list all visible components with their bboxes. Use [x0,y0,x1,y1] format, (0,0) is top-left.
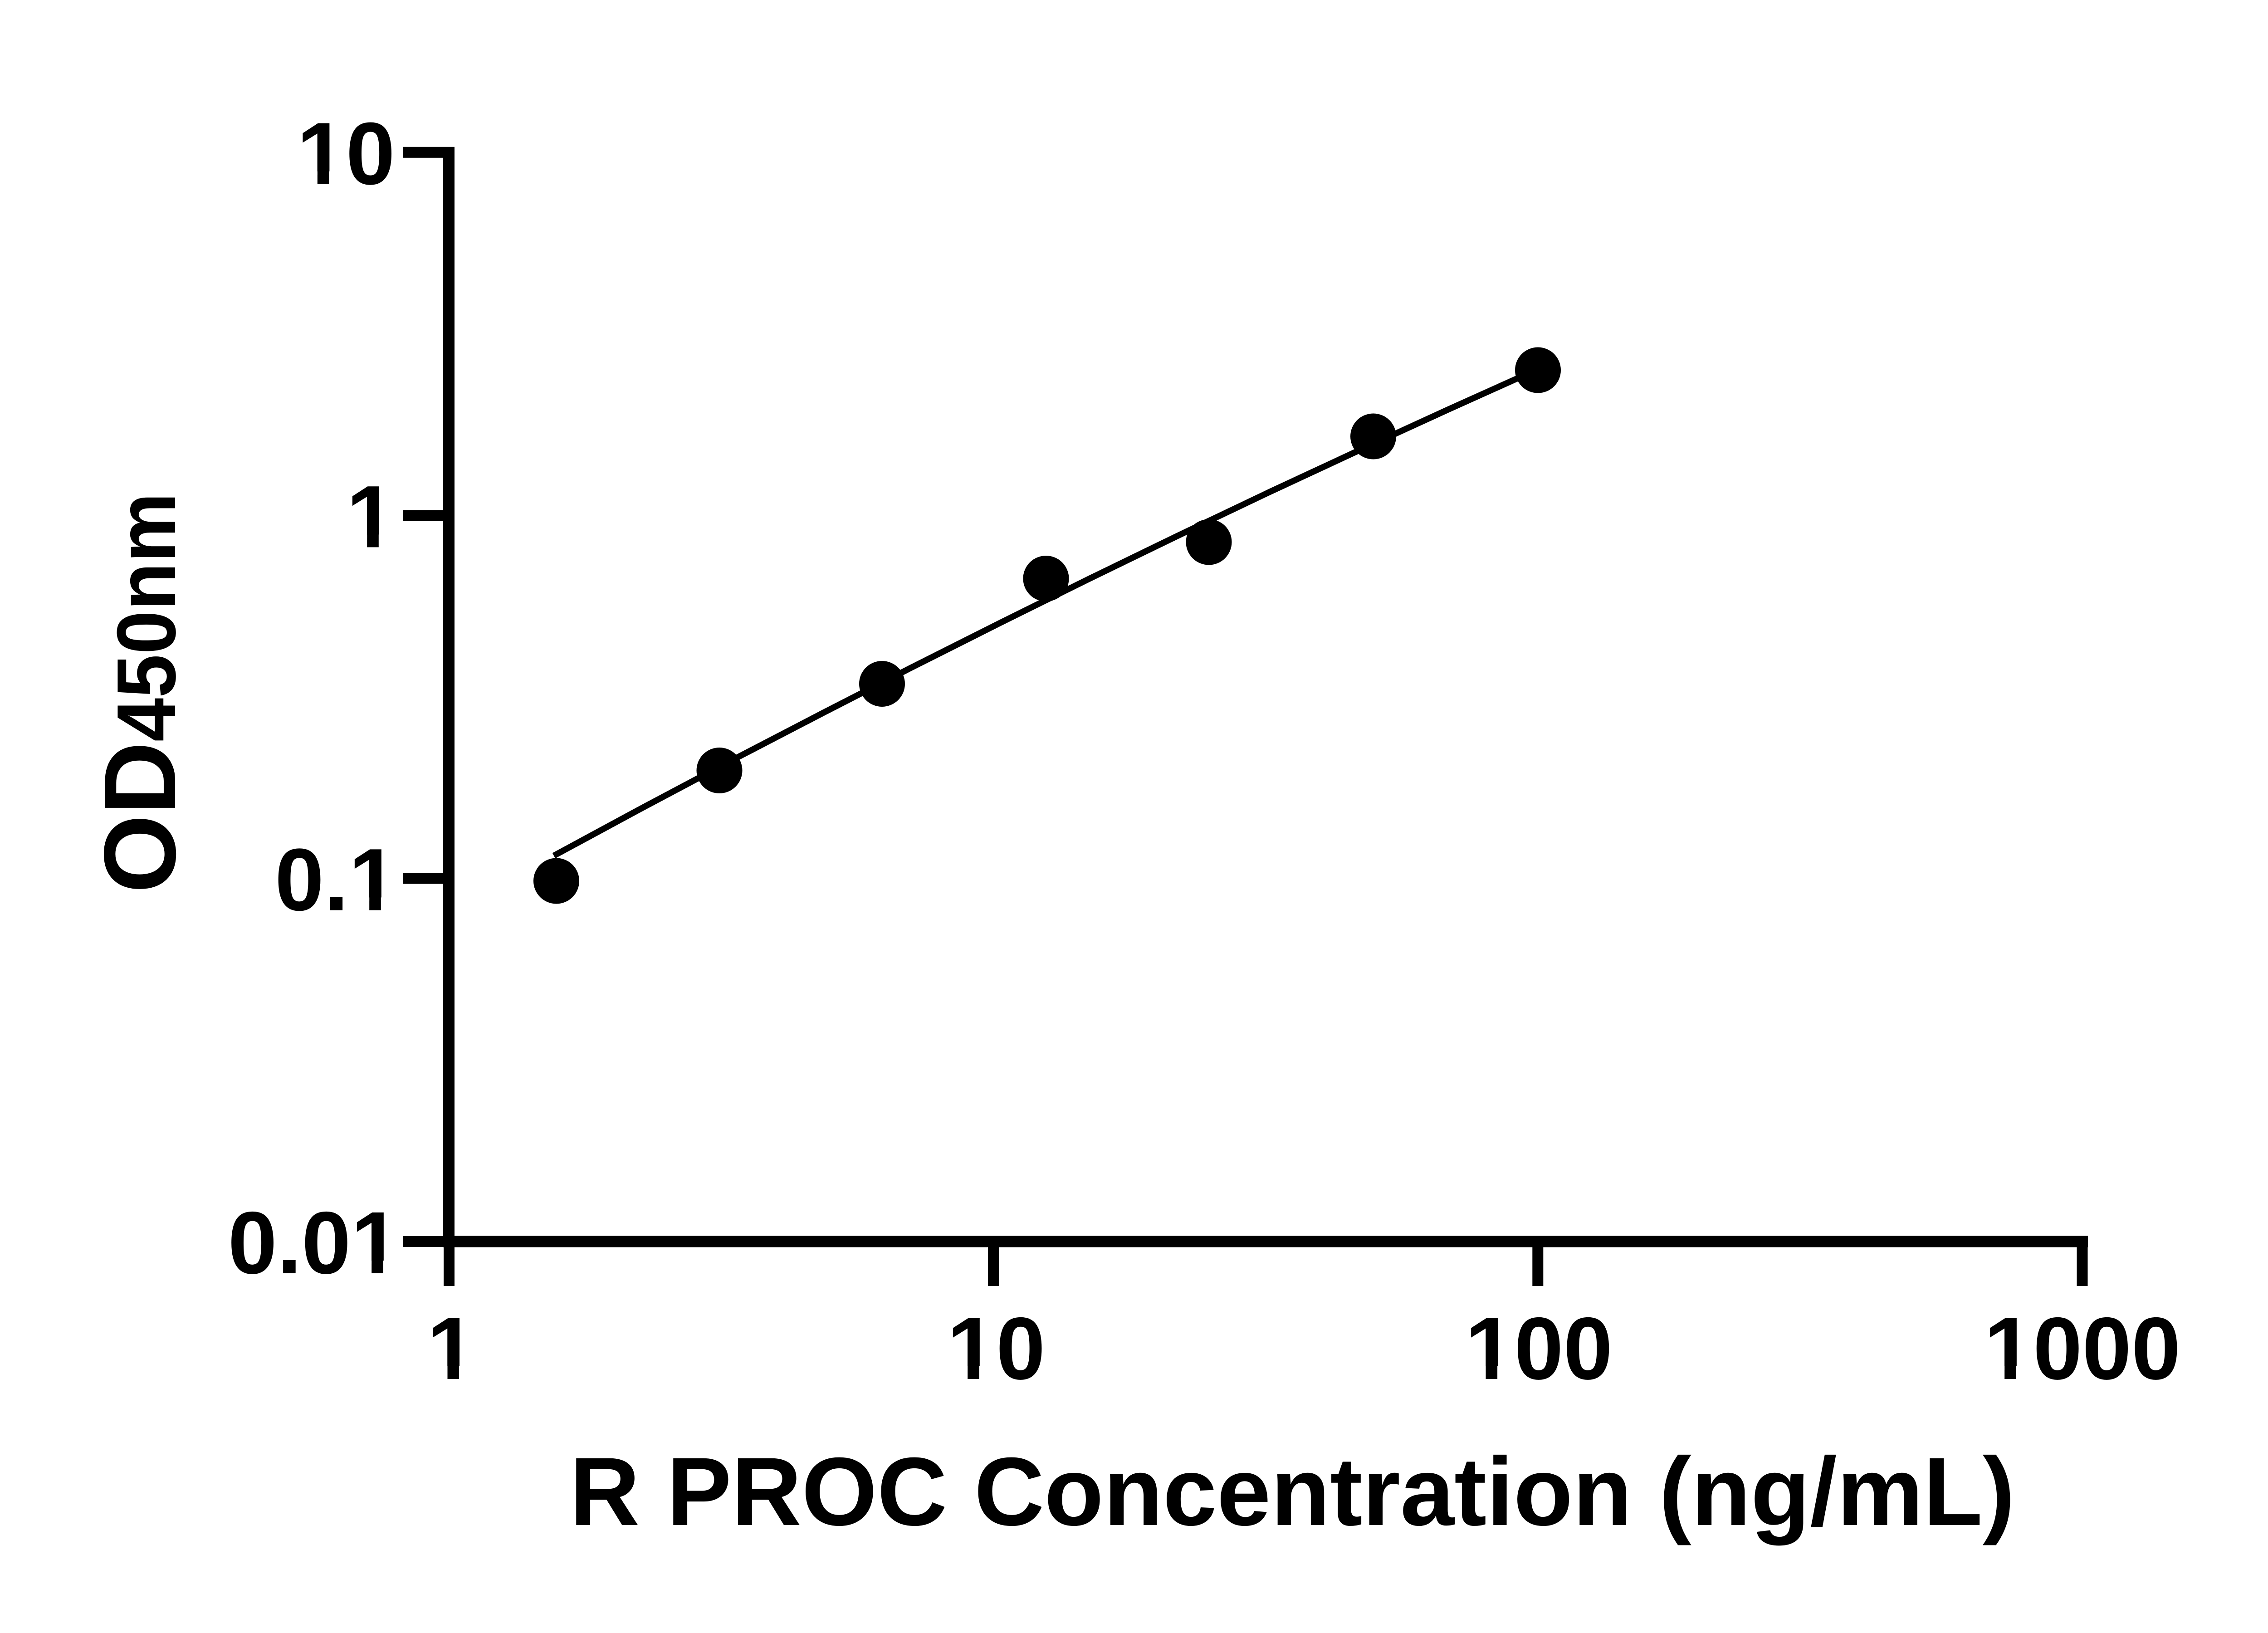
svg-text:OD450nm: OD450nm [83,493,197,893]
svg-text:0.01: 0.01 [228,1193,400,1292]
svg-text:1: 1 [427,1299,476,1398]
svg-text:10: 10 [947,1299,1046,1398]
svg-text:100: 100 [1465,1299,1613,1398]
svg-text:1: 1 [347,467,396,566]
svg-text:1000: 1000 [1984,1299,2181,1398]
svg-text:10: 10 [297,104,395,203]
svg-text:R PROC Concentration (ng/mL): R PROC Concentration (ng/mL) [570,1437,2015,1546]
svg-text:0.1: 0.1 [275,831,398,929]
